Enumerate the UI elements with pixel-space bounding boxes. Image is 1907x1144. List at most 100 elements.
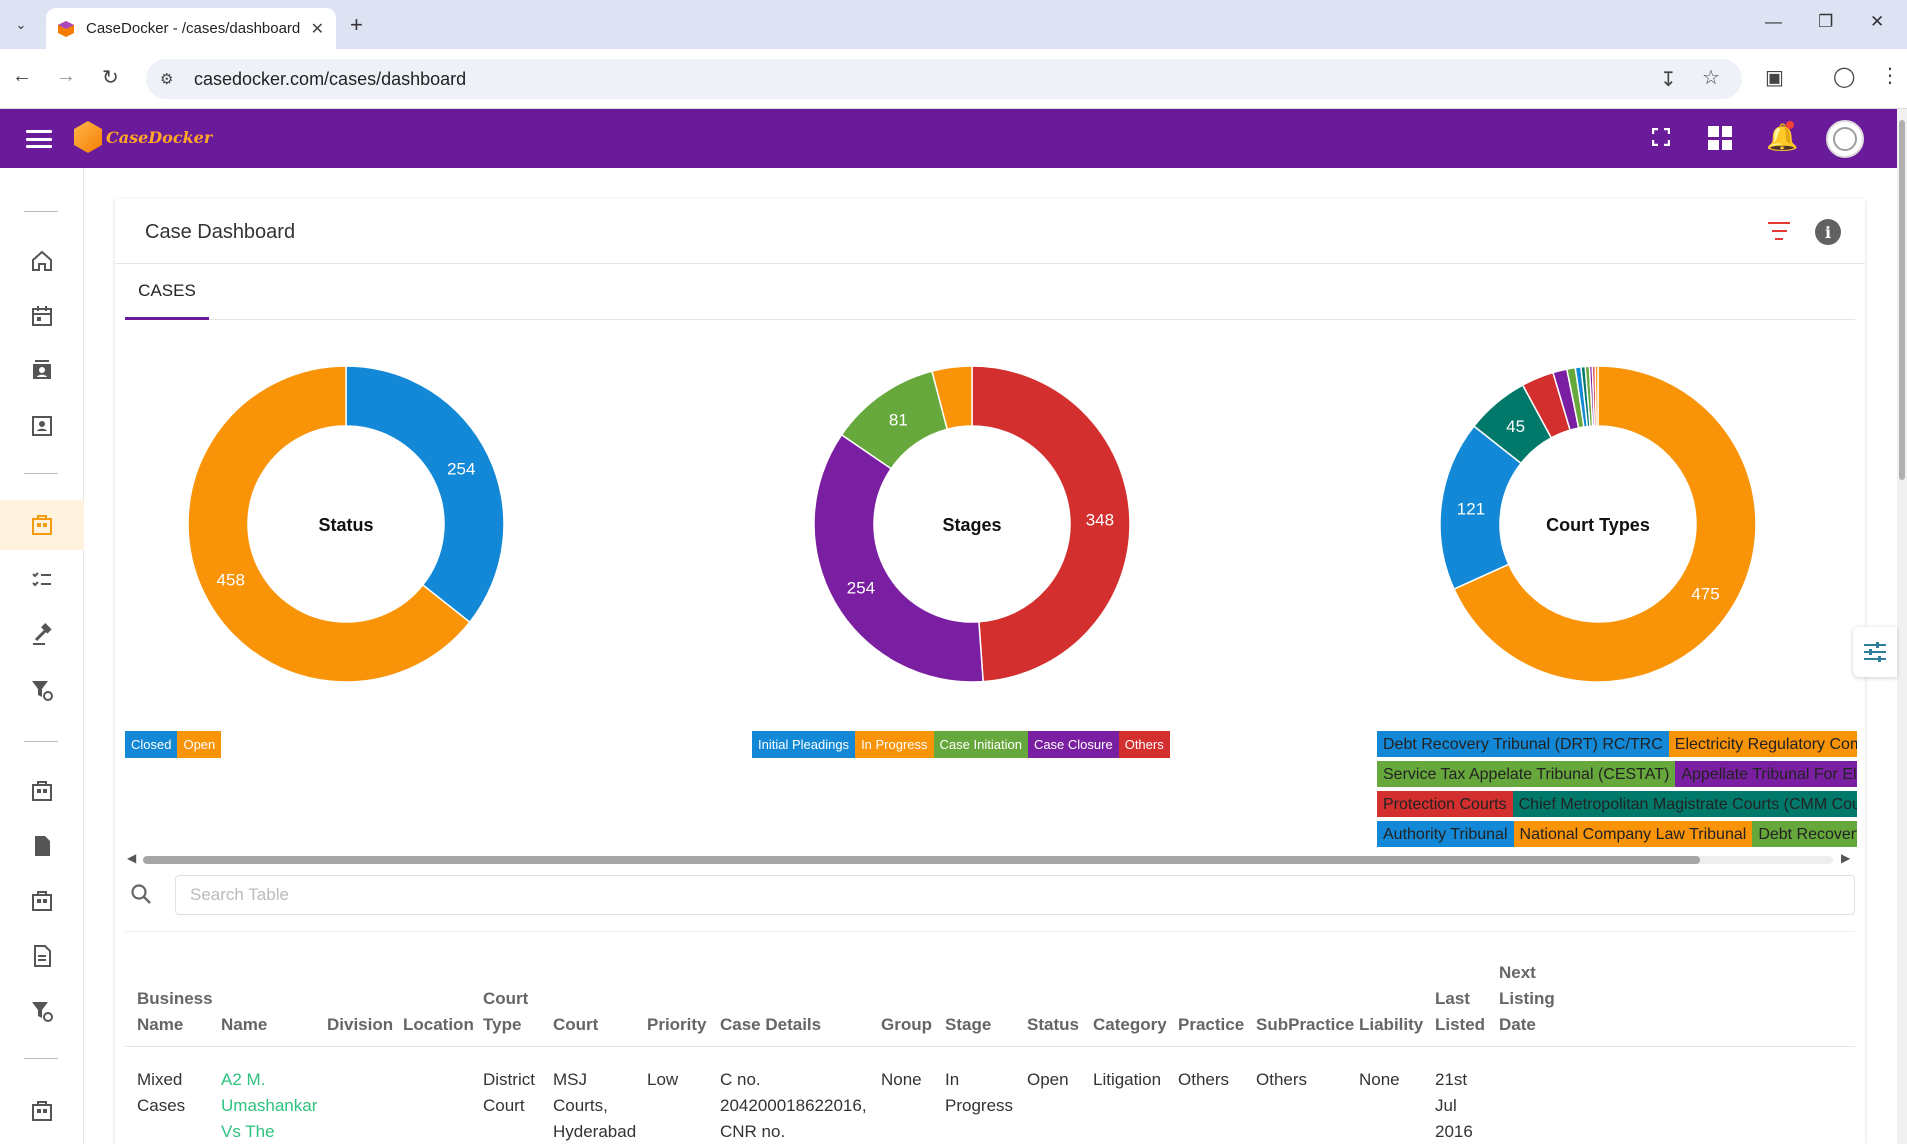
tab-search-button[interactable]: ⌄ bbox=[15, 17, 27, 32]
column-header[interactable]: Court Type bbox=[483, 989, 529, 1034]
column-header[interactable]: Status bbox=[1027, 1015, 1079, 1034]
legend-item[interactable]: Case Closure bbox=[1027, 731, 1119, 758]
sidebar-item-offices[interactable] bbox=[0, 876, 84, 926]
sidebar-item-reports[interactable] bbox=[0, 1086, 84, 1136]
filter-icon[interactable] bbox=[1767, 222, 1791, 240]
column-header[interactable]: Stage bbox=[945, 1015, 992, 1034]
column-header[interactable]: Practice bbox=[1178, 1015, 1245, 1034]
close-tab-icon[interactable]: ✕ bbox=[310, 20, 324, 38]
back-icon[interactable]: ← bbox=[12, 65, 32, 87]
reload-icon[interactable]: ↻ bbox=[102, 67, 119, 89]
legend-item[interactable]: Debt Recovery Tribunal (D bbox=[1752, 821, 1857, 847]
forward-icon[interactable]: → bbox=[56, 65, 76, 87]
court-types-donut-chart: 475 121 45 Court Types bbox=[1433, 359, 1763, 689]
sidebar-item-cases[interactable] bbox=[0, 500, 84, 550]
court-types-legend: Debt Recovery Tribunal (DRT) RC/TRC Elect… bbox=[1377, 731, 1857, 851]
table-row[interactable]: Mixed Cases A2 M. Umashankar Vs The State… bbox=[125, 1047, 1855, 1144]
settings-panel-toggle[interactable] bbox=[1853, 627, 1897, 677]
app-header: CaseDocker 🔔 bbox=[0, 109, 1897, 168]
search-input[interactable] bbox=[175, 875, 1855, 915]
apps-grid-icon[interactable] bbox=[1708, 126, 1732, 150]
column-header[interactable]: Next Listing Date bbox=[1499, 963, 1555, 1034]
sidebar-item-organizations[interactable] bbox=[0, 766, 84, 816]
sidebar-item-filter-settings[interactable] bbox=[0, 986, 84, 1036]
sidebar-item-files[interactable] bbox=[0, 931, 84, 981]
legend-item[interactable]: Appellate Tribunal For Electricity(APTI bbox=[1675, 761, 1857, 787]
table-cell-name[interactable]: A2 M. Umashankar Vs The State bbox=[221, 1070, 318, 1141]
legend-item[interactable]: Electricity Regulatory Commission bbox=[1668, 731, 1857, 757]
slice-value-label: 458 bbox=[217, 571, 245, 590]
info-icon[interactable]: i bbox=[1815, 219, 1841, 245]
column-header[interactable]: Liability bbox=[1359, 1015, 1424, 1034]
legend-item[interactable]: Service Tax Appelate Tribunal (CESTAT) bbox=[1377, 761, 1676, 787]
url-text[interactable]: casedocker.com/cases/dashboard bbox=[194, 68, 467, 89]
sidebar-item-documents[interactable] bbox=[0, 821, 84, 871]
column-header[interactable]: Last Listed bbox=[1435, 989, 1486, 1034]
page-scrollbar-thumb[interactable] bbox=[1899, 120, 1905, 480]
table-cell-status: Open bbox=[1027, 1070, 1069, 1089]
column-header[interactable]: Case Details bbox=[720, 1015, 822, 1034]
donut-slice[interactable] bbox=[931, 365, 973, 431]
sidebar-item-tasks[interactable] bbox=[0, 555, 84, 605]
sidebar-item-filters[interactable] bbox=[0, 665, 84, 715]
new-tab-icon[interactable]: + bbox=[350, 12, 363, 37]
column-header[interactable]: Court bbox=[553, 1015, 599, 1034]
column-header[interactable]: Business Name bbox=[137, 989, 213, 1034]
sidebar-item-home[interactable] bbox=[0, 236, 84, 286]
legend-item[interactable]: National Company Law Tribunal bbox=[1513, 821, 1753, 847]
column-header[interactable]: Group bbox=[881, 1015, 932, 1034]
donut-slice[interactable] bbox=[971, 365, 1131, 683]
browser-tab[interactable]: CaseDocker - /cases/dashboard ✕ bbox=[46, 8, 336, 49]
casedocker-logo[interactable]: CaseDocker bbox=[74, 121, 212, 153]
column-header[interactable]: Name bbox=[221, 1015, 268, 1034]
horizontal-scrollbar[interactable]: ◀ ▶ bbox=[125, 851, 1855, 867]
donut-slice[interactable] bbox=[1594, 365, 1599, 427]
legend-item[interactable]: Initial Pleadings bbox=[752, 731, 856, 758]
legend-item[interactable]: Chief Metropolitan Magistrate Courts (CM… bbox=[1512, 791, 1857, 817]
donut-slice[interactable] bbox=[1453, 365, 1757, 683]
chart-center-title: Court Types bbox=[1546, 515, 1650, 535]
donut-slice[interactable] bbox=[187, 365, 471, 683]
scrollbar-thumb[interactable] bbox=[143, 856, 1700, 864]
column-header[interactable]: Location bbox=[403, 1015, 474, 1034]
column-header[interactable]: SubPractice bbox=[1256, 1015, 1355, 1034]
user-avatar[interactable] bbox=[1826, 120, 1864, 158]
legend-item[interactable]: Authority Tribunal bbox=[1377, 821, 1514, 847]
donut-slice[interactable] bbox=[345, 365, 505, 624]
legend-item[interactable]: Protection Courts bbox=[1377, 791, 1513, 817]
extensions-icon[interactable]: ▣ bbox=[1765, 67, 1784, 89]
profile-icon[interactable]: ◯ bbox=[1833, 66, 1856, 88]
scroll-right-icon[interactable]: ▶ bbox=[1841, 851, 1851, 865]
legend-item[interactable]: Closed bbox=[125, 731, 178, 758]
legend-item[interactable]: In Progress bbox=[855, 731, 934, 758]
legend-item[interactable]: Debt Recovery Tribunal (DRT) RC/TRC bbox=[1377, 731, 1669, 757]
hamburger-menu-icon[interactable] bbox=[26, 130, 52, 148]
omnibox[interactable]: ⚙ casedocker.com/cases/dashboard bbox=[146, 59, 1742, 99]
sidebar-item-calendar[interactable] bbox=[0, 291, 84, 341]
legend-item[interactable]: Others bbox=[1118, 731, 1170, 758]
restore-icon[interactable]: ❐ bbox=[1818, 12, 1834, 31]
sidebar-item-profiles[interactable] bbox=[0, 401, 84, 451]
donut-slice[interactable] bbox=[813, 433, 984, 683]
page-scrollbar[interactable] bbox=[1897, 109, 1907, 1144]
sidebar-item-hearings[interactable] bbox=[0, 610, 84, 660]
scroll-left-icon[interactable]: ◀ bbox=[127, 851, 137, 865]
column-header[interactable]: Category bbox=[1093, 1015, 1167, 1034]
notification-dot bbox=[1786, 121, 1794, 129]
column-header[interactable]: Division bbox=[327, 1015, 394, 1034]
chrome-menu-icon[interactable]: ⋮ bbox=[1880, 65, 1900, 87]
slice-value-label: 348 bbox=[1086, 510, 1114, 529]
bookmark-star-icon[interactable]: ☆ bbox=[1702, 67, 1720, 89]
install-app-icon[interactable]: ↧ bbox=[1660, 69, 1677, 91]
table-cell-court-type: District Court bbox=[483, 1070, 535, 1115]
close-window-icon[interactable]: ✕ bbox=[1870, 12, 1885, 31]
legend-item[interactable]: Case Initiation bbox=[933, 731, 1028, 758]
column-header[interactable]: Priority bbox=[647, 1015, 707, 1034]
fullscreen-icon[interactable] bbox=[1652, 128, 1670, 146]
minimize-icon[interactable]: — bbox=[1765, 12, 1782, 31]
legend-item[interactable]: Open bbox=[177, 731, 222, 758]
id-card-icon bbox=[32, 416, 52, 436]
sidebar-item-contacts[interactable] bbox=[0, 346, 84, 396]
tab-cases[interactable]: CASES bbox=[125, 264, 209, 320]
site-info-icon[interactable]: ⚙ bbox=[160, 71, 174, 88]
